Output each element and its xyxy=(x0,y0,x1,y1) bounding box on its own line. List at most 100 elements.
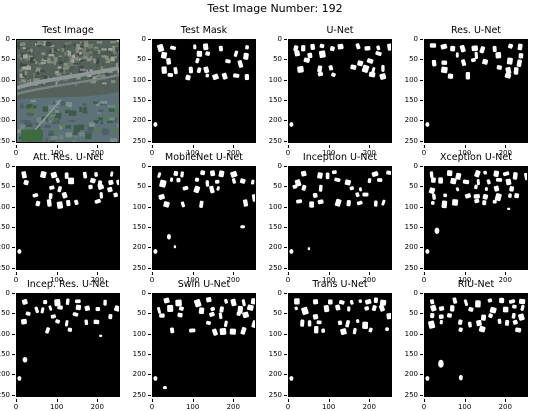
y-tick-label: 50 xyxy=(0,55,10,63)
x-tick-label: 100 xyxy=(183,403,203,411)
panel-title: Test Image xyxy=(0,25,140,36)
y-tick-label: 200 xyxy=(262,243,282,251)
panel-title: Test Mask xyxy=(132,25,276,36)
y-tick-label: 100 xyxy=(398,76,418,84)
y-tick-label: 100 xyxy=(0,203,10,211)
y-tick-label: 50 xyxy=(126,309,146,317)
mask-image xyxy=(289,40,391,142)
y-tick-label: 50 xyxy=(262,55,282,63)
y-tick-label: 50 xyxy=(398,55,418,63)
mask-image xyxy=(425,294,527,396)
panel-image xyxy=(424,39,528,143)
panel: Test Image0501001502002500100200 xyxy=(16,39,120,143)
y-tick-label: 50 xyxy=(126,182,146,190)
x-tick-label: 200 xyxy=(87,403,107,411)
panel-title: Res. U-Net xyxy=(404,25,548,36)
y-tick-label: 0 xyxy=(262,162,282,170)
y-tick-label: 0 xyxy=(398,35,418,43)
panel-image xyxy=(16,293,120,397)
y-tick-label: 100 xyxy=(262,203,282,211)
panel-title: MobileNet U-Net xyxy=(132,152,276,163)
y-tick-label: 100 xyxy=(262,330,282,338)
x-tick-label: 0 xyxy=(278,403,298,411)
y-tick-label: 150 xyxy=(262,350,282,358)
y-tick-label: 100 xyxy=(126,203,146,211)
y-tick-label: 200 xyxy=(262,370,282,378)
mask-image xyxy=(17,294,119,396)
y-tick-label: 250 xyxy=(398,391,418,399)
y-tick-label: 250 xyxy=(126,391,146,399)
mask-image xyxy=(289,167,391,269)
y-tick-label: 50 xyxy=(126,55,146,63)
y-tick-label: 200 xyxy=(0,243,10,251)
y-tick-label: 0 xyxy=(126,289,146,297)
y-tick-label: 50 xyxy=(398,182,418,190)
y-tick-label: 200 xyxy=(126,243,146,251)
x-tick-label: 200 xyxy=(223,403,243,411)
x-tick-label: 100 xyxy=(47,403,67,411)
y-tick-label: 150 xyxy=(398,223,418,231)
y-tick-label: 100 xyxy=(398,330,418,338)
y-tick-label: 100 xyxy=(126,330,146,338)
panel-title: U-Net xyxy=(268,25,412,36)
y-tick-label: 200 xyxy=(0,116,10,124)
mask-image xyxy=(289,294,391,396)
figure-suptitle: Test Image Number: 192 xyxy=(0,2,550,15)
y-tick-label: 100 xyxy=(0,76,10,84)
y-tick-label: 250 xyxy=(0,137,10,145)
y-tick-label: 100 xyxy=(398,203,418,211)
y-tick-label: 150 xyxy=(126,223,146,231)
y-tick-label: 250 xyxy=(126,137,146,145)
x-tick-label: 0 xyxy=(142,403,162,411)
y-tick-label: 250 xyxy=(262,137,282,145)
x-tick-label: 200 xyxy=(359,403,379,411)
y-tick-label: 200 xyxy=(398,243,418,251)
y-tick-label: 0 xyxy=(126,162,146,170)
panel-image xyxy=(288,293,392,397)
y-tick-label: 150 xyxy=(0,350,10,358)
y-tick-label: 50 xyxy=(0,182,10,190)
y-tick-label: 250 xyxy=(262,264,282,272)
mask-image xyxy=(153,167,255,269)
panel-title: Xception U-Net xyxy=(404,152,548,163)
y-tick-label: 150 xyxy=(398,96,418,104)
panel-image xyxy=(16,39,120,143)
y-tick-label: 0 xyxy=(0,35,10,43)
y-tick-label: 250 xyxy=(126,264,146,272)
y-tick-label: 150 xyxy=(0,223,10,231)
x-tick-label: 100 xyxy=(455,403,475,411)
y-tick-label: 150 xyxy=(0,96,10,104)
panel-title: Swin U-Net xyxy=(132,279,276,290)
y-tick-label: 250 xyxy=(398,137,418,145)
mask-image xyxy=(425,167,527,269)
mask-image xyxy=(153,40,255,142)
panel-image xyxy=(424,166,528,270)
y-tick-label: 150 xyxy=(126,96,146,104)
y-tick-label: 250 xyxy=(262,391,282,399)
y-tick-label: 200 xyxy=(126,116,146,124)
x-tick-label: 200 xyxy=(495,403,515,411)
y-tick-label: 150 xyxy=(126,350,146,358)
y-tick-label: 100 xyxy=(0,330,10,338)
y-tick-label: 50 xyxy=(398,309,418,317)
y-tick-label: 0 xyxy=(398,162,418,170)
panel-image xyxy=(288,39,392,143)
y-tick-label: 50 xyxy=(262,309,282,317)
y-tick-label: 200 xyxy=(398,116,418,124)
y-tick-label: 0 xyxy=(262,289,282,297)
y-tick-label: 100 xyxy=(262,76,282,84)
y-tick-label: 150 xyxy=(262,96,282,104)
panel-title: Incep. Res. U-Net xyxy=(0,279,140,290)
y-tick-label: 0 xyxy=(126,35,146,43)
y-tick-label: 150 xyxy=(398,350,418,358)
